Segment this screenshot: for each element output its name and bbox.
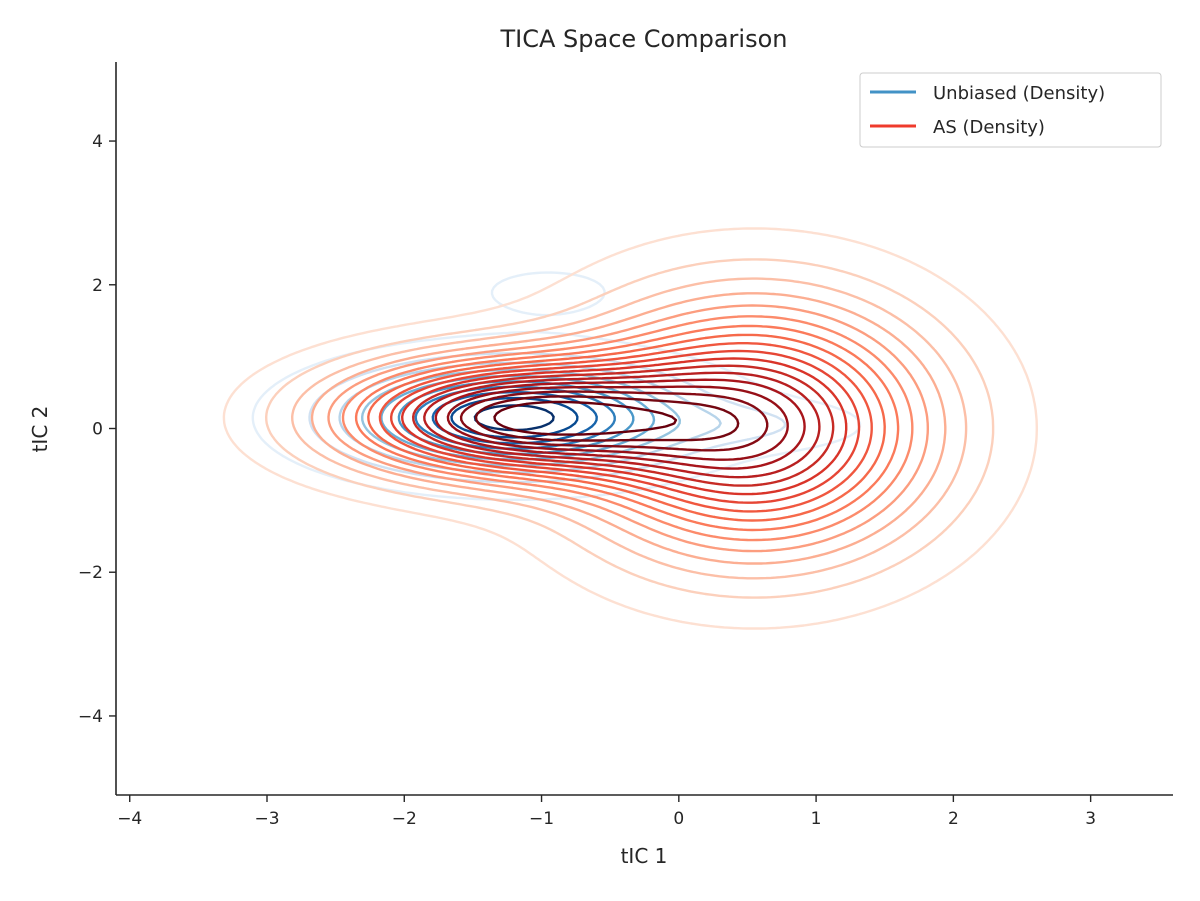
contour-level-line: [291, 277, 968, 580]
contour-level-line: [423, 371, 821, 479]
contour-level-line: [412, 364, 835, 487]
contour-level-line: [222, 227, 1038, 630]
y-tick-label: −2: [78, 563, 103, 583]
contour-plot-area: [222, 227, 1038, 630]
contour-level-line: [434, 378, 806, 470]
x-tick-label: −2: [392, 809, 417, 829]
x-axis-label: tIC 1: [621, 844, 668, 868]
x-tick-label: −1: [529, 809, 554, 829]
contour-level-line: [310, 292, 947, 565]
x-ticks: −4 −3 −2 −1 0 1 2 3: [117, 795, 1096, 829]
x-tick-label: 1: [811, 809, 822, 829]
axes: [115, 62, 1173, 796]
y-tick-label: 4: [92, 132, 103, 152]
x-tick-label: 0: [673, 809, 684, 829]
y-tick-label: 2: [92, 276, 103, 296]
contour-level-line: [354, 324, 900, 532]
x-tick-label: −4: [117, 809, 142, 829]
y-tick-label: −4: [78, 707, 103, 727]
contour-level-line: [367, 333, 886, 522]
contour-series-as: [222, 227, 1038, 630]
legend-box: [859, 72, 1162, 148]
legend-label-unbiased: Unbiased (Density): [933, 83, 1105, 104]
legend: Unbiased (Density) AS (Density): [859, 72, 1162, 148]
contour-level-line: [493, 400, 678, 436]
contour-level-line: [450, 396, 579, 439]
contour-level-line: [327, 304, 929, 553]
x-tick-label: −3: [254, 809, 279, 829]
legend-label-as: AS (Density): [933, 117, 1045, 138]
y-ticks: −4 −2 0 2 4: [78, 132, 116, 727]
contour-level-line: [401, 357, 848, 496]
y-axis-label: tIC 2: [28, 406, 52, 453]
contour-level-line: [473, 404, 555, 432]
x-tick-label: 2: [948, 809, 959, 829]
contour-level-line: [446, 385, 789, 461]
contour-level-line: [474, 395, 740, 442]
chart-title: TICA Space Comparison: [499, 25, 787, 53]
contour-level-line: [390, 349, 861, 504]
contour-level-line: [341, 315, 914, 542]
y-tick-label: 0: [92, 420, 103, 440]
contour-level-line: [459, 390, 769, 452]
x-tick-label: 3: [1085, 809, 1096, 829]
contour-level-line: [378, 342, 873, 513]
contour-level-line: [265, 258, 995, 599]
